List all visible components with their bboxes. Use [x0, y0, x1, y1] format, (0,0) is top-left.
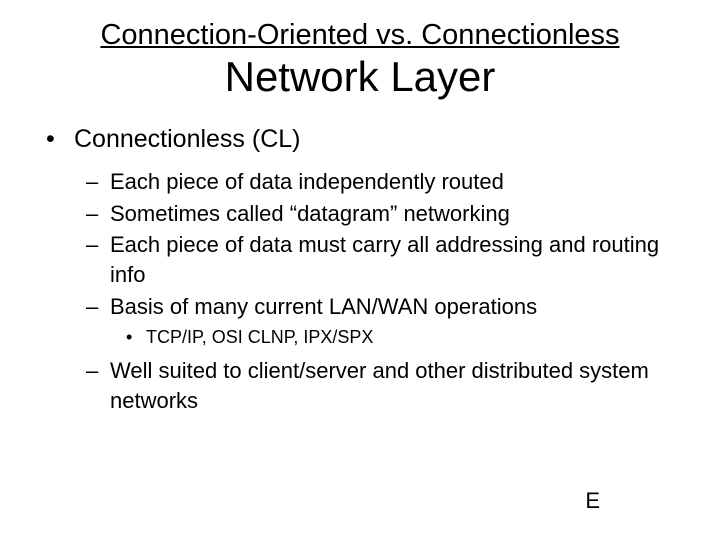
bullet-level2: – Each piece of data must carry all addr… [86, 230, 680, 289]
bullet-dot-icon: • [126, 325, 146, 350]
title-line2: Network Layer [40, 53, 680, 101]
bullet-l2-text: Basis of many current LAN/WAN operations [110, 292, 680, 322]
bullet-l2-text: Each piece of data independently routed [110, 167, 680, 197]
dash-icon: – [86, 356, 110, 415]
dash-icon: – [86, 199, 110, 229]
bullet-l3-text: TCP/IP, OSI CLNP, IPX/SPX [146, 325, 373, 350]
bullet-l2-text: Sometimes called “datagram” networking [110, 199, 680, 229]
slide: Connection-Oriented vs. Connectionless N… [0, 0, 720, 540]
bullet-l2-text: Each piece of data must carry all addres… [110, 230, 680, 289]
bullet-level2: – Basis of many current LAN/WAN operatio… [86, 292, 680, 322]
bullet-dot-icon: • [46, 123, 74, 157]
bullet-level2: – Each piece of data independently route… [86, 167, 680, 197]
bullet-level3: • TCP/IP, OSI CLNP, IPX/SPX [126, 325, 680, 350]
dash-icon: – [86, 230, 110, 289]
bullet-level2: – Well suited to client/server and other… [86, 356, 680, 415]
footer-mark: E [585, 488, 600, 514]
bullet-l2-text: Well suited to client/server and other d… [110, 356, 680, 415]
dash-icon: – [86, 292, 110, 322]
title-block: Connection-Oriented vs. Connectionless N… [40, 18, 680, 101]
bullet-level2: – Sometimes called “datagram” networking [86, 199, 680, 229]
bullet-l1-text: Connectionless (CL) [74, 125, 301, 153]
bullet-level1: •Connectionless (CL) [46, 123, 680, 157]
title-line1: Connection-Oriented vs. Connectionless [40, 18, 680, 53]
dash-icon: – [86, 167, 110, 197]
